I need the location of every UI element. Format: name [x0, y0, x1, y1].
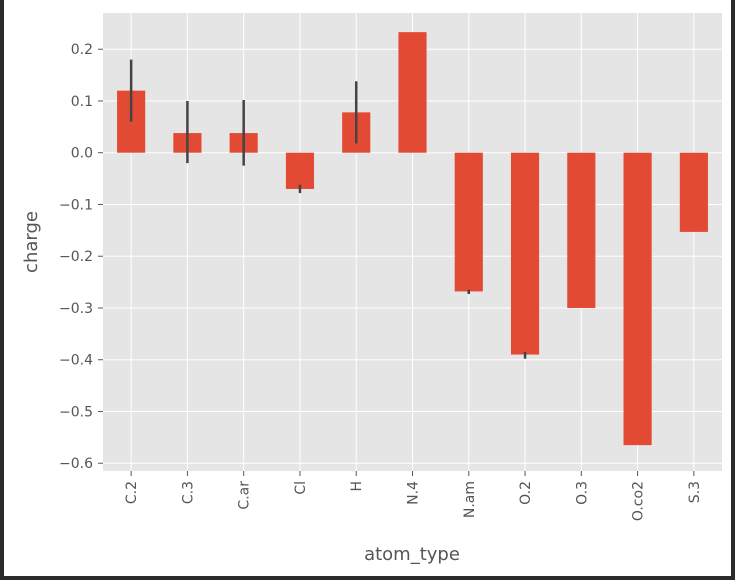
y-axis-title: charge	[21, 211, 42, 273]
x-tick-labels: C.2 C.3 C.ar Cl H N.4 N.am O.2 O.3 O.co2 S.3	[124, 471, 703, 521]
y-tick-label: 0.1	[71, 94, 93, 110]
bars	[117, 32, 708, 446]
bar-s-3	[679, 152, 708, 232]
x-tick-label: O.2	[518, 481, 534, 505]
error-bars	[129, 59, 527, 359]
y-tick-label: −0.1	[59, 197, 93, 213]
bar-o-co2	[623, 152, 652, 446]
x-axis-title: atom_type	[364, 544, 460, 565]
y-tick-label: −0.3	[59, 301, 93, 317]
y-tick-labels: 0.2 0.1 0.0 −0.1 −0.2 −0.3 −0.4 −0.5 −0.6	[59, 42, 103, 472]
y-tick-label: −0.4	[59, 353, 93, 369]
x-tick-label: Cl	[293, 481, 309, 495]
x-tick-label: O.co2	[631, 481, 647, 521]
y-tick-label: −0.5	[59, 404, 93, 420]
bar-o-2	[510, 152, 540, 355]
y-tick-label: −0.6	[59, 456, 93, 472]
y-tick-label: −0.2	[59, 249, 93, 265]
bar-n-am	[454, 152, 483, 292]
x-tick-label: N.am	[462, 481, 478, 518]
y-tick-label: 0.0	[71, 146, 93, 162]
x-tick-label: O.3	[574, 481, 590, 505]
bar-n-4	[398, 32, 427, 153]
y-tick-label: 0.2	[71, 42, 93, 58]
bar-cl	[285, 152, 315, 189]
x-tick-label: C.3	[180, 481, 196, 504]
bar-o-3	[567, 152, 596, 308]
x-tick-label: S.3	[687, 481, 703, 503]
x-tick-label: N.4	[406, 481, 422, 505]
x-tick-label: H	[349, 481, 365, 492]
x-tick-label: C.2	[124, 481, 140, 504]
x-tick-label: C.ar	[237, 481, 253, 510]
